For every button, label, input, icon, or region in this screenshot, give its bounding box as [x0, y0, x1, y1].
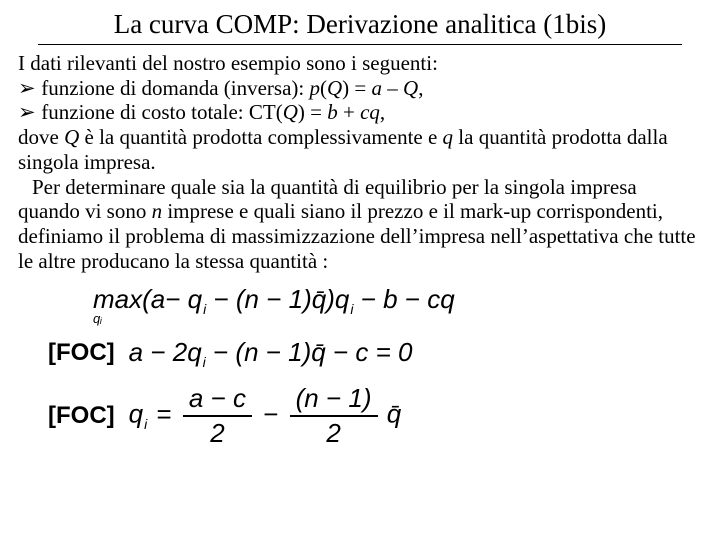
dove-Q: Q — [64, 125, 79, 149]
equation-block: max(a− qi − (n − 1)q̄)qi − b − cq qᵢ [FO… — [18, 284, 702, 448]
bullet-2: ➢ funzione di costo totale: CT(Q) = b + … — [18, 100, 702, 125]
foc-label-1: [FOC] — [48, 339, 115, 367]
e3-frac2: (n − 1) 2 — [290, 384, 378, 447]
b1-end: , — [418, 76, 423, 100]
b1-text: funzione di domanda (inversa): — [36, 76, 310, 100]
b2-cq: cq — [360, 100, 380, 124]
b1-Q1: Q — [327, 76, 342, 100]
e1-max: max( — [93, 284, 151, 314]
b2-text: funzione di costo totale: CT( — [36, 100, 283, 124]
e1-b: a — [151, 284, 165, 314]
b1-mid: ) = — [342, 76, 371, 100]
dove-1: dove — [18, 125, 64, 149]
b1-open: ( — [320, 76, 327, 100]
e3-f1-den: 2 — [183, 417, 252, 448]
para-2: Per determinare quale sia la quantità di… — [18, 175, 702, 274]
b1-Q2: Q — [403, 76, 418, 100]
b1-a: a — [372, 76, 383, 100]
dove-line: dove Q è la quantità prodotta complessiv… — [18, 125, 702, 175]
eq-3-row: [FOC] qi = a − c 2 − (n − 1) 2 q̄ — [48, 384, 702, 447]
e3-f1-num: a − c — [183, 384, 252, 417]
e3-q: q — [129, 399, 143, 429]
e1-g: − b − cq — [353, 284, 454, 314]
e1-d: − (n − 1) — [206, 284, 312, 314]
b1-minus: – — [382, 76, 403, 100]
e3-f2-num: (n − 1) — [290, 384, 378, 417]
bullet-1: ➢ funzione di domanda (inversa): p(Q) = … — [18, 76, 702, 101]
dove-q: q — [443, 125, 454, 149]
e2-a: a − 2q — [129, 337, 202, 367]
e3-frac1: a − c 2 — [183, 384, 252, 447]
bullet-icon: ➢ — [18, 76, 36, 101]
slide-body: I dati rilevanti del nostro esempio sono… — [18, 51, 702, 448]
intro-line: I dati rilevanti del nostro esempio sono… — [18, 51, 702, 76]
foc-label-2: [FOC] — [48, 402, 115, 430]
bullet-icon: ➢ — [18, 100, 36, 125]
e1-e: ) — [326, 284, 335, 314]
e3-qbar: q̄ — [387, 399, 401, 429]
b2-Q: Q — [283, 100, 298, 124]
e3-mid: − — [261, 399, 287, 429]
e1-f: q — [335, 284, 349, 314]
e2-c: − c = 0 — [326, 337, 413, 367]
e3-eq: = — [147, 399, 181, 429]
slide: La curva COMP: Derivazione analitica (1b… — [0, 0, 720, 540]
b2-mid: ) = — [298, 100, 327, 124]
eq-2-row: [FOC] a − 2qi − (n − 1)q̄ − c = 0 — [48, 337, 702, 371]
e1-c: − q — [165, 284, 202, 314]
p2-n: n — [152, 199, 163, 223]
eq-3: qi = a − c 2 − (n − 1) 2 q̄ — [129, 384, 402, 447]
e1-qbar1: q̄ — [312, 284, 326, 314]
e2-qbar: q̄ — [311, 337, 325, 367]
b2-plus: + — [338, 100, 360, 124]
b1-p: p — [310, 76, 321, 100]
e3-f2-den: 2 — [290, 417, 378, 448]
eq-2: a − 2qi − (n − 1)q̄ − c = 0 — [129, 337, 413, 371]
title-wrap: La curva COMP: Derivazione analitica (1b… — [38, 8, 682, 45]
dove-2: è la quantità prodotta complessivamente … — [79, 125, 442, 149]
b2-b: b — [327, 100, 338, 124]
slide-title: La curva COMP: Derivazione analitica (1b… — [38, 8, 682, 45]
e2-b: − (n − 1) — [206, 337, 312, 367]
b2-end: , — [380, 100, 385, 124]
eq-1-wrap: max(a− qi − (n − 1)q̄)qi − b − cq qᵢ — [18, 284, 702, 327]
